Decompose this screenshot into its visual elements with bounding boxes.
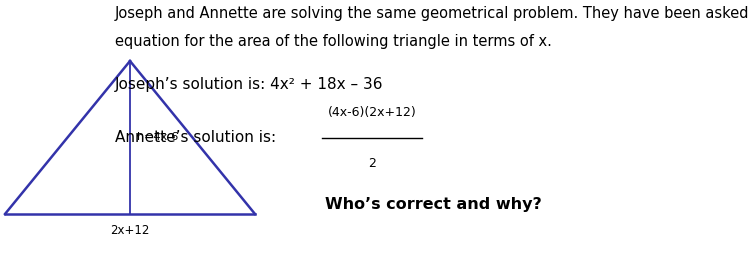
Text: Joseph’s solution is: 4x² + 18x – 36: Joseph’s solution is: 4x² + 18x – 36 [115,77,384,91]
Text: h=4x-6: h=4x-6 [137,133,178,143]
Text: equation for the area of the following triangle in terms of x.: equation for the area of the following t… [115,34,552,49]
Text: Joseph and Annette are solving the same geometrical problem. They have been aske: Joseph and Annette are solving the same … [115,6,752,21]
Text: 2x+12: 2x+12 [111,225,150,238]
Text: 2: 2 [368,157,376,170]
Text: Who’s correct and why?: Who’s correct and why? [325,197,542,211]
Text: Annette’s solution is:: Annette’s solution is: [115,131,281,145]
Text: (4x-6)(2x+12): (4x-6)(2x+12) [328,106,417,119]
